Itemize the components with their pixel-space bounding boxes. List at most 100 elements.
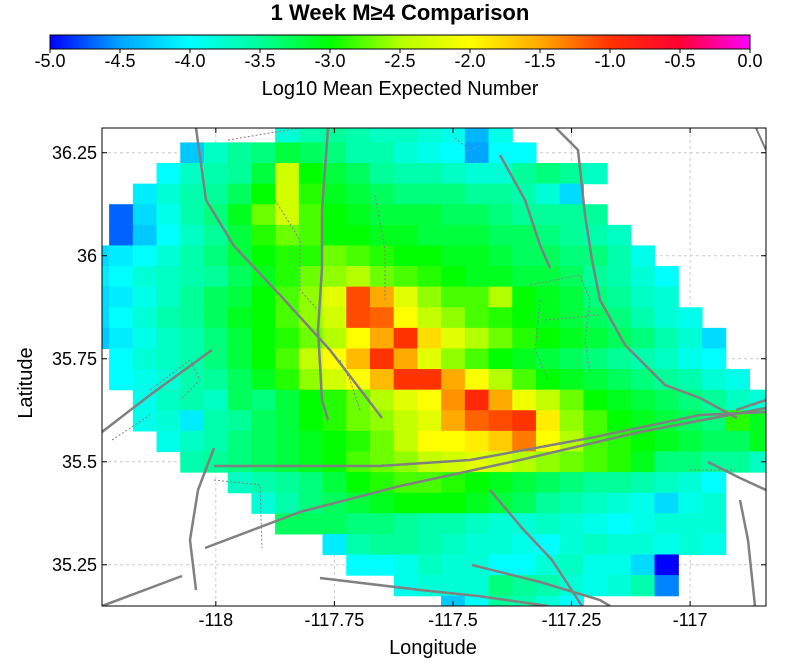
- heatmap-cell: [583, 286, 608, 308]
- heatmap-cell: [654, 389, 679, 411]
- heatmap-cell: [512, 286, 537, 308]
- heatmap-cell: [275, 451, 300, 473]
- heatmap-cell: [630, 554, 656, 576]
- heatmap-cell: [512, 327, 537, 350]
- heatmap-cell: [749, 451, 766, 473]
- heatmap-cell: [607, 451, 632, 473]
- heatmap-cell: [654, 451, 679, 473]
- heatmap-cell: [464, 224, 490, 247]
- heatmap-cell: [488, 142, 513, 164]
- heatmap-cell: [322, 451, 347, 473]
- heatmap-cell: [369, 307, 395, 329]
- heatmap-cell: [251, 224, 276, 247]
- fault-line: [529, 274, 591, 373]
- heatmap-cell: [346, 286, 371, 308]
- fault-line: [227, 128, 301, 141]
- heatmap-cell: [346, 183, 371, 205]
- heatmap-cell: [275, 410, 300, 432]
- heatmap-cell: [275, 183, 300, 205]
- heatmap-cell: [346, 513, 371, 535]
- heatmap-cell: [535, 183, 561, 205]
- heatmap-cell: [180, 163, 205, 185]
- heatmap-cell: [298, 245, 324, 267]
- heatmap-cell: [464, 348, 490, 370]
- heatmap-cell: [132, 266, 158, 288]
- heatmap-cell: [227, 348, 252, 370]
- heatmap-cell: [393, 142, 418, 164]
- heatmap-cell: [630, 245, 656, 267]
- heatmap-cell: [109, 307, 134, 329]
- heatmap-cell: [630, 389, 656, 411]
- heatmap-cell: [298, 348, 324, 370]
- heatmap-cell: [654, 533, 679, 556]
- heatmap-cell: [535, 451, 561, 473]
- heatmap-cell: [275, 307, 300, 329]
- heatmap-cell: [559, 410, 584, 432]
- heatmap-cell: [203, 327, 229, 350]
- heatmap-cell: [369, 430, 395, 453]
- heatmap-cell: [393, 245, 418, 267]
- heatmap-cell: [559, 472, 584, 494]
- heatmap-cell: [583, 451, 608, 473]
- heatmap-cell: [156, 389, 181, 411]
- heatmap-cell: [654, 348, 679, 370]
- heatmap-cell: [654, 307, 679, 329]
- heatmap-cell: [630, 575, 656, 597]
- heatmap-cell: [393, 492, 418, 514]
- heatmap-cell: [109, 348, 134, 370]
- heatmap-cell: [630, 327, 656, 350]
- heatmap-cell: [607, 245, 632, 267]
- heatmap-cell: [393, 286, 418, 308]
- heatmap-cell: [725, 389, 750, 411]
- heatmap-cell: [227, 410, 252, 432]
- heatmap-cell: [441, 307, 466, 329]
- heatmap-cell: [583, 369, 608, 391]
- heatmap-cell: [583, 472, 608, 494]
- heatmap-cell: [275, 430, 300, 453]
- heatmap-cell: [251, 492, 276, 514]
- heatmap-cell: [132, 348, 158, 370]
- heatmap-cell: [227, 430, 252, 453]
- heatmap-cell: [488, 266, 513, 288]
- heatmap-cell: [488, 430, 513, 453]
- heatmap-cell: [749, 430, 766, 453]
- heatmap-cell: [678, 389, 703, 411]
- heatmap-cell: [393, 204, 418, 226]
- heatmap-cell: [535, 554, 561, 576]
- heatmap-cell: [227, 266, 252, 288]
- heatmap-cell: [251, 286, 276, 308]
- heatmap-cell: [227, 163, 252, 185]
- heatmap-cell: [393, 472, 418, 494]
- heatmap-cell: [535, 472, 561, 494]
- heatmap-cell: [298, 183, 324, 205]
- heatmap-cell: [512, 163, 537, 185]
- heatmap-cell: [298, 410, 324, 432]
- heatmap-cell: [441, 142, 466, 164]
- heatmap-cell: [678, 472, 703, 494]
- heatmap-cell: [417, 163, 442, 185]
- heatmap-cell: [132, 204, 158, 226]
- heatmap-cell: [583, 204, 608, 226]
- heatmap-cell: [180, 451, 205, 473]
- heatmap-cell: [488, 451, 513, 473]
- heatmap-cell: [701, 348, 727, 370]
- heatmap-cell: [298, 451, 324, 473]
- heatmap-cell: [298, 286, 324, 308]
- heatmap-cell: [488, 513, 513, 535]
- heatmap-cell: [512, 430, 537, 453]
- heatmap-cell: [678, 430, 703, 453]
- heatmap-cell: [701, 389, 727, 411]
- heatmap-cell: [132, 286, 158, 308]
- heatmap-cell: [535, 369, 561, 391]
- heatmap-cell: [654, 554, 679, 576]
- heatmap-cell: [678, 307, 703, 329]
- heatmap-cell: [203, 163, 229, 185]
- heatmap-cell: [251, 430, 276, 453]
- heatmap-cell: [227, 224, 252, 247]
- x-tick-label: -117.5: [428, 610, 478, 630]
- heatmap-cell: [132, 327, 158, 350]
- heatmap-cell: [298, 513, 324, 535]
- heatmap-cell: [156, 183, 181, 205]
- heatmap-cell: [607, 492, 632, 514]
- heatmap-cell: [512, 533, 537, 556]
